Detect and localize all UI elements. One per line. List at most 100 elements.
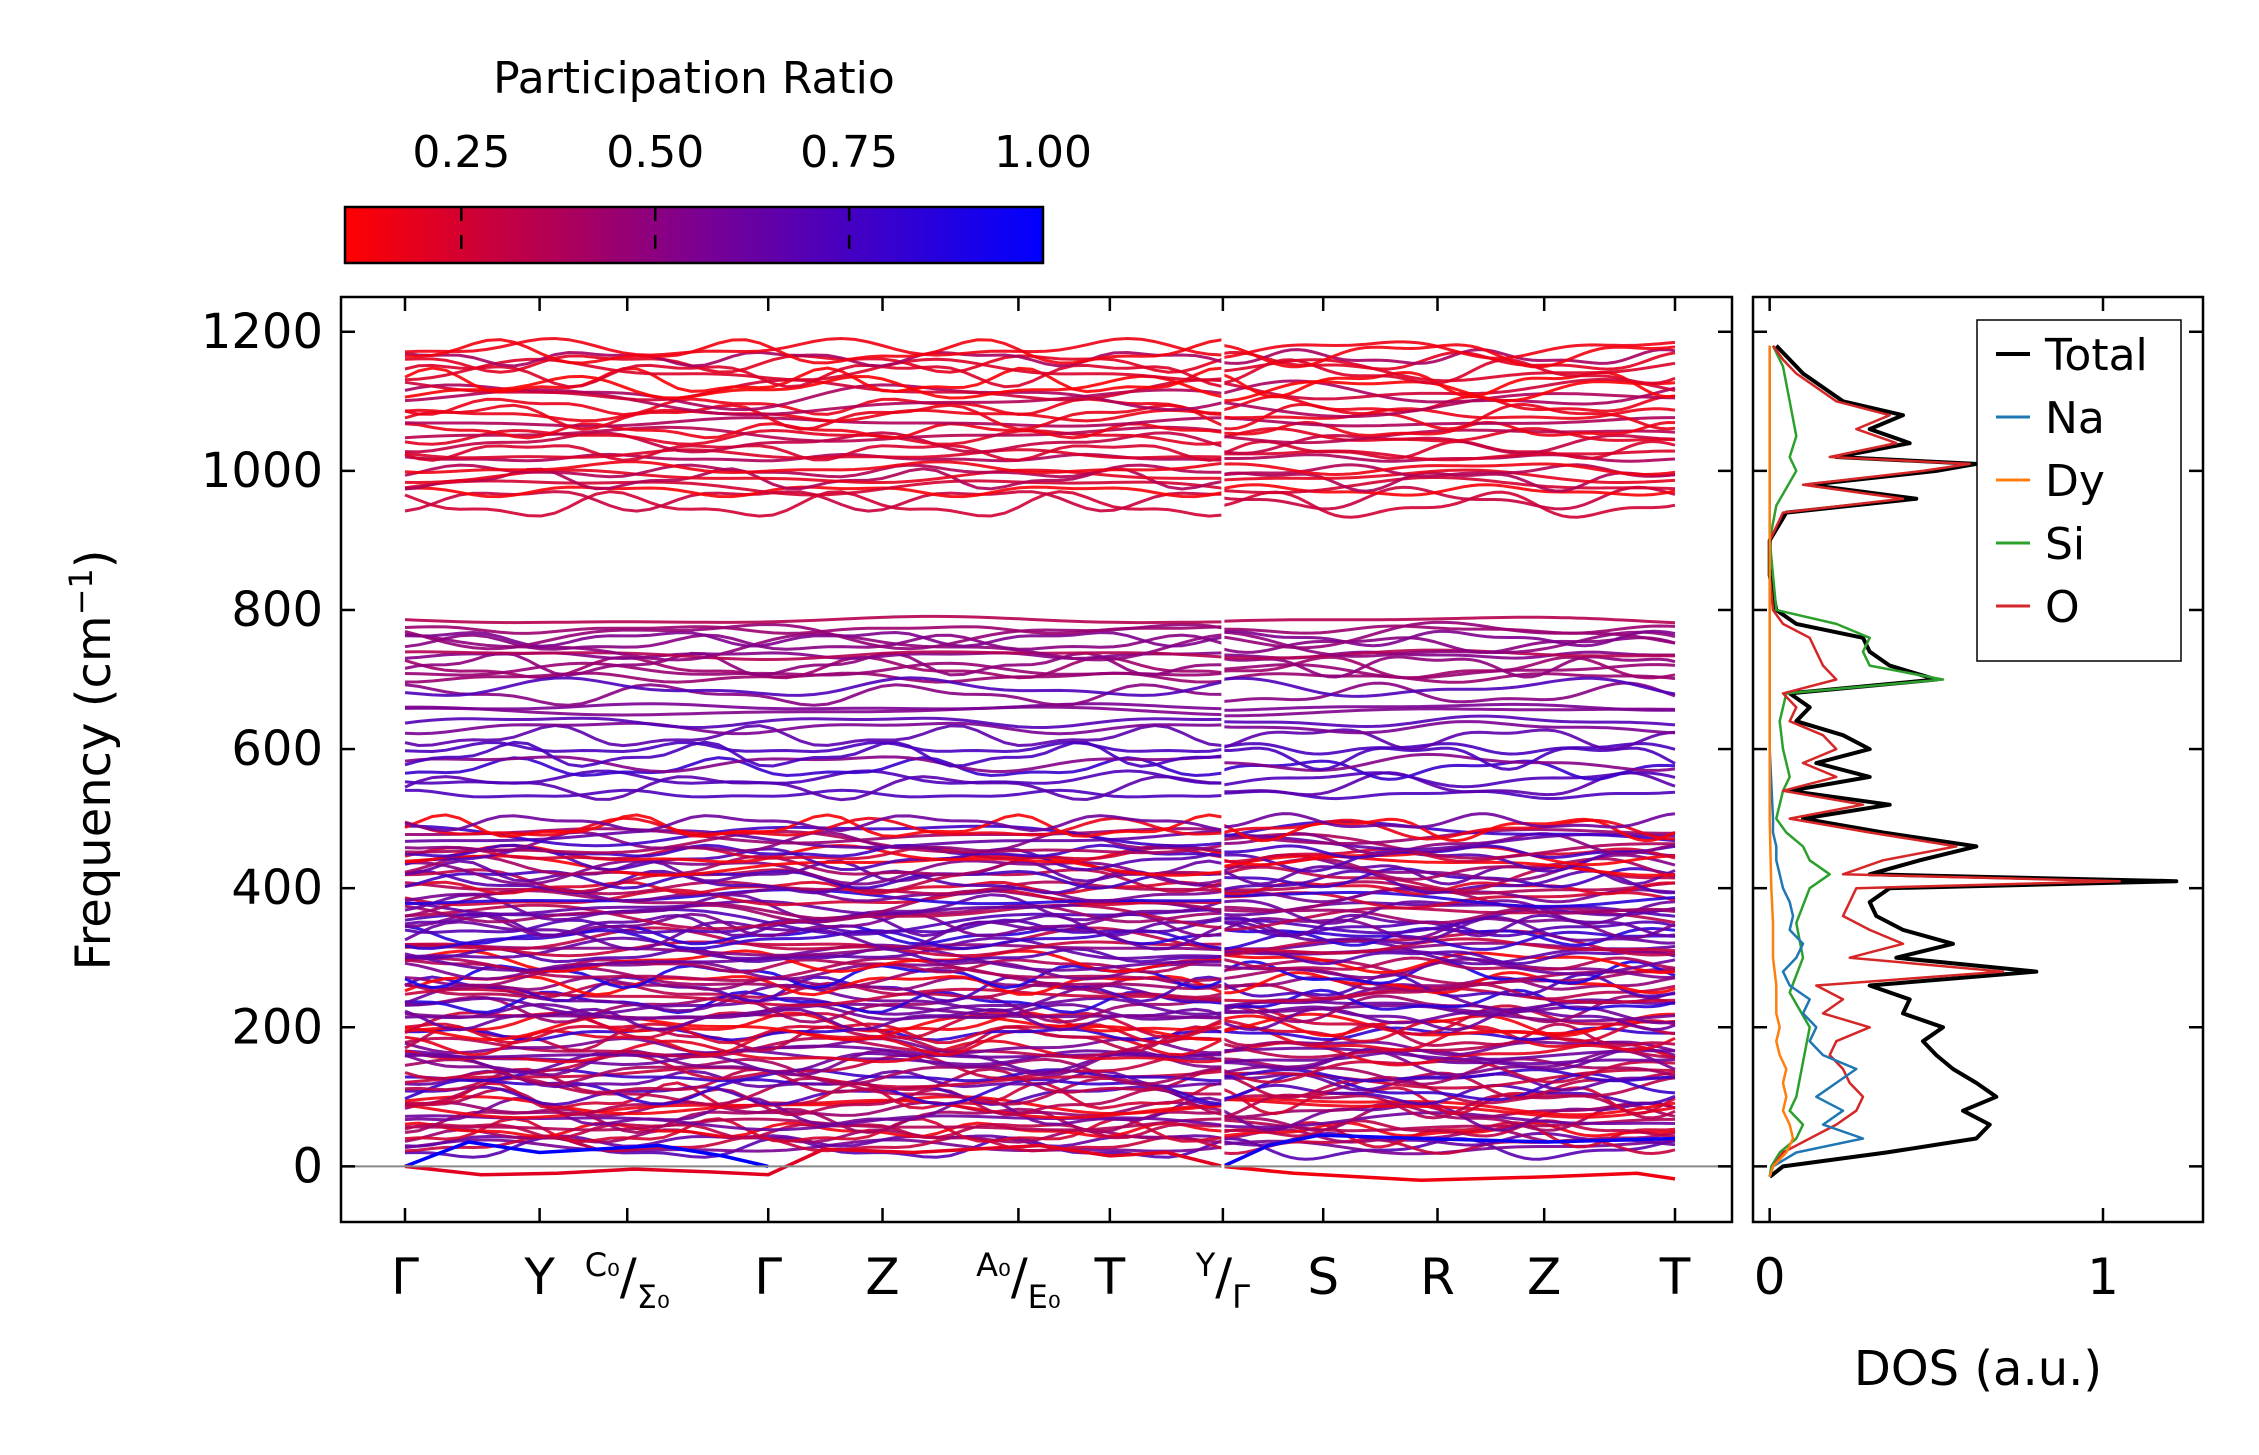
dos-x-tick-label: 1 xyxy=(2087,1248,2119,1306)
phonon-band xyxy=(1222,350,1676,371)
phonon-band xyxy=(1222,449,1676,462)
phonon-band xyxy=(1222,890,1676,908)
phonon-band xyxy=(404,374,1224,400)
phonon-band xyxy=(1222,771,1676,789)
kpoint-label: Z xyxy=(865,1248,899,1306)
phonon-band xyxy=(404,1057,1224,1086)
kpoint-label: Z xyxy=(1527,1248,1561,1306)
kpoint-label: T xyxy=(1659,1248,1691,1306)
phonon-band xyxy=(404,444,1224,462)
phonon-band xyxy=(1222,343,1676,369)
phonon-band xyxy=(404,888,1223,907)
phonon-band xyxy=(1222,865,1676,892)
phonon-band xyxy=(1222,950,1676,966)
phonon-band xyxy=(1222,1058,1676,1084)
phonon-band xyxy=(1222,427,1676,443)
phonon-band xyxy=(1222,975,1676,991)
colorbar: Participation Ratio 0.25 0.50 0.75 1.00 xyxy=(343,53,1092,265)
phonon-band xyxy=(404,943,1223,972)
band-axes-frame xyxy=(339,295,1734,1224)
colorbar-tick-label: 0.50 xyxy=(606,127,704,178)
phonon-band xyxy=(404,775,1223,802)
phonon-band xyxy=(1222,1022,1676,1048)
phonon-band xyxy=(404,975,1224,1003)
phonon-band xyxy=(404,1014,1223,1042)
band-structure-panel: 0 200 400 600 800 1000 1200 Γ Y C₀/Σ₀ Γ Z A₀/E₀ T Y/Γ… xyxy=(62,295,1734,1316)
phonon-band xyxy=(404,869,1223,895)
acoustic-branch xyxy=(404,1143,1224,1177)
phonon-band xyxy=(404,987,1224,1007)
phonon-band xyxy=(405,1081,1224,1110)
phonon-band xyxy=(404,460,1224,475)
phonon-band xyxy=(1222,1005,1676,1025)
phonon-band xyxy=(404,676,1224,697)
phonon-band xyxy=(1222,392,1676,418)
y-tick-label: 1000 xyxy=(201,443,323,499)
dos-line-na xyxy=(1768,345,1865,1178)
phonon-band xyxy=(404,813,1224,838)
phonon-band xyxy=(1222,854,1676,877)
phonon-band xyxy=(404,338,1224,365)
phonon-band xyxy=(404,1049,1223,1077)
phonon-band xyxy=(1222,433,1676,455)
kpoint-label: Y xyxy=(523,1248,555,1306)
kpoint-label: C₀/Σ₀ xyxy=(585,1246,670,1316)
phonon-band xyxy=(1222,655,1676,680)
phonon-band xyxy=(1222,988,1676,1011)
phonon-band xyxy=(1222,681,1676,704)
legend-label: Dy xyxy=(2045,456,2105,507)
colorbar-ticks xyxy=(460,207,851,263)
legend-label: O xyxy=(2045,582,2080,633)
dos-x-tick-label: 0 xyxy=(1754,1248,1786,1306)
phonon-band xyxy=(404,1051,1223,1074)
phonon-band xyxy=(404,816,1223,837)
phonon-band xyxy=(404,650,1223,661)
phonon-band xyxy=(1222,358,1676,383)
kpoint-label: A₀/E₀ xyxy=(976,1246,1061,1316)
phonon-band xyxy=(404,814,1224,833)
phonon-band xyxy=(1222,615,1676,625)
phonon-band xyxy=(1222,672,1676,684)
phonon-band xyxy=(1222,475,1676,495)
colorbar-title: Participation Ratio xyxy=(493,53,895,104)
phonon-band xyxy=(404,614,1223,625)
phonon-band xyxy=(1222,380,1676,403)
phonon-band xyxy=(1222,728,1676,751)
legend-label: Total xyxy=(2044,330,2148,381)
phonon-band xyxy=(404,630,1224,648)
phonon-band xyxy=(404,958,1223,974)
phonon-band xyxy=(1222,831,1676,856)
phonon-band xyxy=(1222,348,1676,365)
phonon-band xyxy=(1222,720,1676,735)
colorbar-gradient xyxy=(343,205,1045,265)
phonon-band xyxy=(404,756,1224,778)
phonon-band xyxy=(404,633,1224,651)
phonon-band xyxy=(1222,629,1676,648)
kpoint-label: S xyxy=(1307,1248,1339,1306)
phonon-band xyxy=(1222,379,1676,406)
phonon-band xyxy=(1222,676,1676,698)
phonon-band xyxy=(1222,402,1676,431)
phonon-band xyxy=(404,1039,1224,1064)
phonon-band xyxy=(404,928,1224,951)
phonon-band xyxy=(404,829,1223,849)
frequency-axis-label: Frequency (cm−1) xyxy=(62,549,122,970)
colorbar-tick-labels: 0.25 0.50 0.75 1.00 xyxy=(412,127,1092,178)
acoustic-branch xyxy=(1222,1133,1676,1168)
phonon-band xyxy=(1222,490,1676,519)
kpath-axis: Γ Y C₀/Σ₀ Γ Z A₀/E₀ T Y/Γ S R Z T xyxy=(391,297,1691,1316)
phonon-band xyxy=(1222,746,1676,772)
acoustic-branch xyxy=(1222,1164,1676,1183)
phonon-band xyxy=(1222,844,1676,860)
y-tick-label: 0 xyxy=(292,1138,323,1194)
legend-label: Si xyxy=(2045,519,2085,570)
y-tick-label: 800 xyxy=(231,582,323,638)
phonon-band xyxy=(404,403,1224,431)
phonon-band xyxy=(1222,1119,1675,1138)
phonon-band xyxy=(1222,483,1676,497)
y-tick-label: 400 xyxy=(231,860,323,916)
phonon-band xyxy=(1222,1007,1676,1032)
phonon-band xyxy=(404,721,1223,736)
